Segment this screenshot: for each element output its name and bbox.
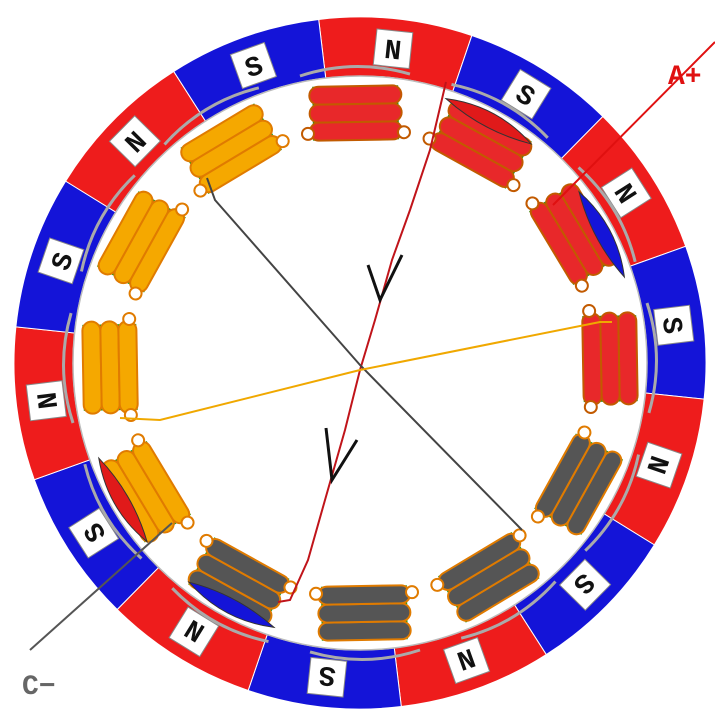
magnet-label: S bbox=[37, 237, 85, 285]
coil-turn bbox=[308, 120, 403, 142]
coil-turn bbox=[599, 311, 621, 406]
terminal bbox=[577, 425, 592, 440]
label-box bbox=[500, 68, 552, 120]
terminal bbox=[530, 509, 545, 524]
magnet-label: S bbox=[500, 68, 552, 120]
pole-shoe bbox=[451, 82, 549, 139]
pole-shoe bbox=[577, 166, 637, 263]
pole-shoe bbox=[645, 302, 658, 414]
coil-turn bbox=[308, 84, 403, 106]
label-box bbox=[442, 636, 491, 685]
coil bbox=[309, 584, 421, 661]
terminal bbox=[405, 585, 420, 600]
terminal bbox=[193, 183, 208, 198]
c-minus-lead bbox=[29, 522, 173, 651]
air-gap bbox=[72, 75, 648, 651]
phase-c-wire bbox=[206, 177, 523, 531]
pole-shoe bbox=[83, 463, 143, 560]
phase-label: C− bbox=[22, 672, 56, 703]
magnet-label: N bbox=[372, 28, 414, 70]
pole-shoe bbox=[163, 86, 260, 146]
coil-turn bbox=[117, 320, 139, 415]
coil bbox=[530, 425, 641, 552]
a-plus-lead bbox=[552, 41, 715, 206]
magnet-label: S bbox=[653, 304, 695, 346]
current-arrow bbox=[366, 254, 404, 304]
terminal bbox=[131, 433, 146, 448]
pole-shoe bbox=[460, 580, 557, 640]
terminal bbox=[199, 533, 214, 548]
terminal bbox=[180, 515, 195, 530]
coil-turn bbox=[317, 584, 412, 606]
pole-face bbox=[98, 456, 148, 544]
wires bbox=[29, 41, 715, 651]
coil-turn bbox=[81, 320, 103, 415]
coil bbox=[163, 86, 290, 198]
label-box bbox=[25, 380, 67, 422]
pole-shoe bbox=[79, 174, 136, 272]
terminal bbox=[396, 125, 411, 140]
coil bbox=[299, 65, 411, 142]
magnet-pole: S bbox=[654, 315, 687, 335]
terminal bbox=[309, 586, 324, 601]
coil bbox=[581, 302, 658, 414]
magnet-label: S bbox=[229, 41, 278, 90]
pole-face bbox=[444, 97, 533, 145]
magnet-label: S bbox=[558, 558, 612, 611]
pole-shoe bbox=[299, 65, 411, 78]
coil-turn bbox=[317, 602, 412, 624]
terminal bbox=[582, 303, 597, 318]
coil-turn bbox=[317, 620, 412, 642]
label-box bbox=[37, 237, 85, 285]
terminal bbox=[512, 528, 527, 543]
terminal bbox=[128, 286, 143, 301]
terminal bbox=[574, 278, 589, 293]
label-box bbox=[229, 41, 278, 90]
magnet-pole: N bbox=[33, 390, 66, 410]
magnet-pole: N bbox=[383, 36, 403, 69]
current-arrow bbox=[324, 427, 359, 485]
coil bbox=[79, 174, 190, 301]
coil-turn bbox=[617, 311, 639, 406]
phase-label: A+ bbox=[668, 62, 702, 93]
terminal bbox=[506, 178, 521, 193]
phase-b-wire bbox=[119, 321, 612, 422]
pole-face bbox=[578, 190, 626, 279]
pole-shoe bbox=[62, 312, 75, 424]
terminal bbox=[430, 577, 445, 592]
terminal bbox=[275, 134, 290, 149]
coil bbox=[430, 528, 557, 640]
terminal bbox=[525, 196, 540, 211]
label-box bbox=[558, 558, 612, 611]
coil-turn bbox=[308, 102, 403, 124]
coil-turn bbox=[581, 311, 603, 406]
pole-face bbox=[187, 581, 276, 629]
magnet-label: N bbox=[442, 636, 491, 685]
terminal bbox=[122, 312, 137, 327]
magnet-label: N bbox=[108, 115, 162, 168]
magnet-label: S bbox=[306, 656, 348, 698]
terminal bbox=[583, 399, 598, 414]
pole-shoe bbox=[171, 587, 269, 644]
terminal bbox=[175, 202, 190, 217]
label-box bbox=[372, 28, 414, 70]
label-box bbox=[600, 167, 652, 219]
label-box bbox=[306, 656, 348, 698]
magnet-label: N bbox=[635, 441, 683, 489]
coil-turn bbox=[99, 320, 121, 415]
magnet-pole: S bbox=[317, 657, 337, 690]
magnet-label: N bbox=[25, 380, 67, 422]
stator-coils bbox=[62, 65, 658, 661]
label-box bbox=[68, 507, 120, 559]
label-box bbox=[108, 115, 162, 168]
label-box bbox=[653, 304, 695, 346]
label-box bbox=[635, 441, 683, 489]
pole-shoe bbox=[584, 454, 641, 552]
coil bbox=[62, 312, 139, 424]
label-box bbox=[168, 606, 220, 658]
pole-shoe bbox=[309, 648, 421, 661]
terminal bbox=[300, 126, 315, 141]
